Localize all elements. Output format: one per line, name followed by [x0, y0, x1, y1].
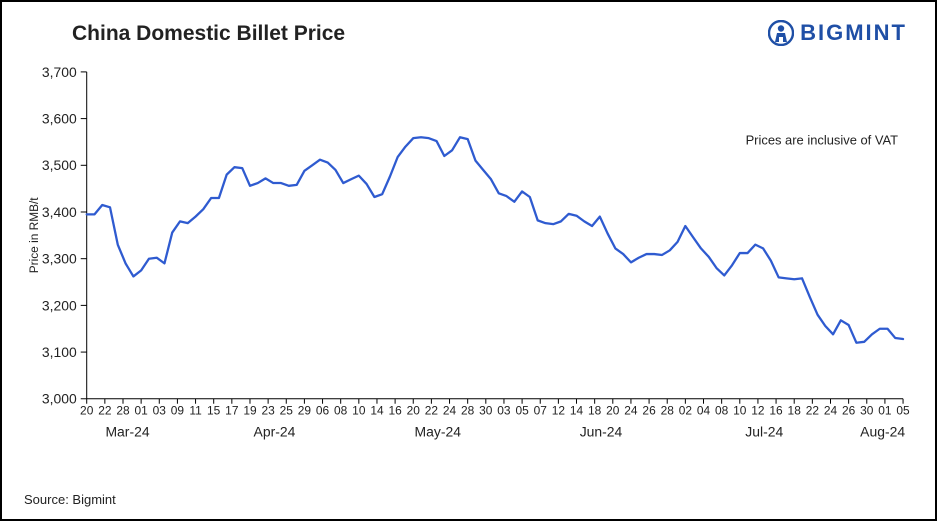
svg-text:22: 22 — [98, 404, 112, 418]
svg-text:20: 20 — [606, 404, 620, 418]
svg-text:08: 08 — [715, 404, 729, 418]
svg-text:Aug-24: Aug-24 — [860, 423, 905, 439]
svg-text:15: 15 — [207, 404, 221, 418]
svg-text:24: 24 — [824, 404, 838, 418]
svg-text:22: 22 — [425, 404, 439, 418]
brand-text: BIGMINT — [800, 22, 907, 44]
svg-text:Apr-24: Apr-24 — [254, 423, 296, 439]
svg-text:30: 30 — [860, 404, 874, 418]
svg-text:3,200: 3,200 — [42, 297, 77, 313]
chart-card: China Domestic Billet Price BIGMINT 3,00… — [0, 0, 937, 521]
brand-logo: BIGMINT — [768, 20, 907, 46]
svg-text:18: 18 — [588, 404, 602, 418]
brand-icon — [768, 20, 794, 46]
svg-text:19: 19 — [243, 404, 257, 418]
svg-text:18: 18 — [788, 404, 802, 418]
svg-text:Price in RMB/t: Price in RMB/t — [27, 197, 41, 274]
svg-text:3,100: 3,100 — [42, 344, 77, 360]
chart-source: Source: Bigmint — [24, 492, 116, 507]
svg-text:Prices are inclusive of VAT: Prices are inclusive of VAT — [746, 132, 899, 147]
svg-text:12: 12 — [552, 404, 566, 418]
svg-text:03: 03 — [497, 404, 511, 418]
chart-plot-area: 3,000 3,100 3,200 3,300 3,400 3,500 3,600 3,700… — [22, 62, 915, 479]
svg-text:26: 26 — [642, 404, 656, 418]
svg-text:14: 14 — [570, 404, 584, 418]
svg-text:24: 24 — [443, 404, 457, 418]
svg-text:Jul-24: Jul-24 — [745, 423, 783, 439]
svg-text:05: 05 — [515, 404, 529, 418]
svg-text:08: 08 — [334, 404, 348, 418]
chart-header: China Domestic Billet Price BIGMINT — [2, 2, 935, 62]
svg-text:05: 05 — [896, 404, 910, 418]
svg-text:3,300: 3,300 — [42, 251, 77, 267]
svg-text:Jun-24: Jun-24 — [580, 423, 623, 439]
svg-text:24: 24 — [624, 404, 638, 418]
svg-text:09: 09 — [171, 404, 185, 418]
svg-text:25: 25 — [280, 404, 294, 418]
svg-text:01: 01 — [878, 404, 892, 418]
svg-text:22: 22 — [806, 404, 820, 418]
svg-text:3,000: 3,000 — [42, 391, 77, 407]
svg-text:26: 26 — [842, 404, 856, 418]
svg-text:14: 14 — [370, 404, 384, 418]
svg-text:28: 28 — [116, 404, 130, 418]
svg-text:20: 20 — [80, 404, 94, 418]
svg-text:3,600: 3,600 — [42, 111, 77, 127]
chart-svg: 3,000 3,100 3,200 3,300 3,400 3,500 3,600 3,700… — [22, 62, 915, 479]
svg-text:30: 30 — [479, 404, 493, 418]
svg-text:3,400: 3,400 — [42, 204, 77, 220]
svg-text:10: 10 — [352, 404, 366, 418]
svg-text:04: 04 — [697, 404, 711, 418]
svg-text:02: 02 — [679, 404, 693, 418]
svg-text:03: 03 — [153, 404, 167, 418]
svg-text:01: 01 — [134, 404, 148, 418]
chart-title: China Domestic Billet Price — [72, 22, 345, 46]
svg-text:17: 17 — [225, 404, 239, 418]
svg-text:3,700: 3,700 — [42, 64, 77, 80]
svg-text:20: 20 — [407, 404, 421, 418]
svg-text:16: 16 — [769, 404, 783, 418]
svg-text:23: 23 — [261, 404, 275, 418]
svg-text:06: 06 — [316, 404, 330, 418]
svg-text:07: 07 — [534, 404, 548, 418]
svg-text:29: 29 — [298, 404, 312, 418]
svg-text:28: 28 — [461, 404, 475, 418]
svg-text:16: 16 — [388, 404, 402, 418]
svg-text:10: 10 — [733, 404, 747, 418]
svg-text:Mar-24: Mar-24 — [105, 423, 149, 439]
svg-text:11: 11 — [189, 404, 202, 418]
svg-text:3,500: 3,500 — [42, 157, 77, 173]
svg-text:28: 28 — [661, 404, 675, 418]
svg-text:12: 12 — [751, 404, 765, 418]
svg-text:May-24: May-24 — [415, 423, 462, 439]
